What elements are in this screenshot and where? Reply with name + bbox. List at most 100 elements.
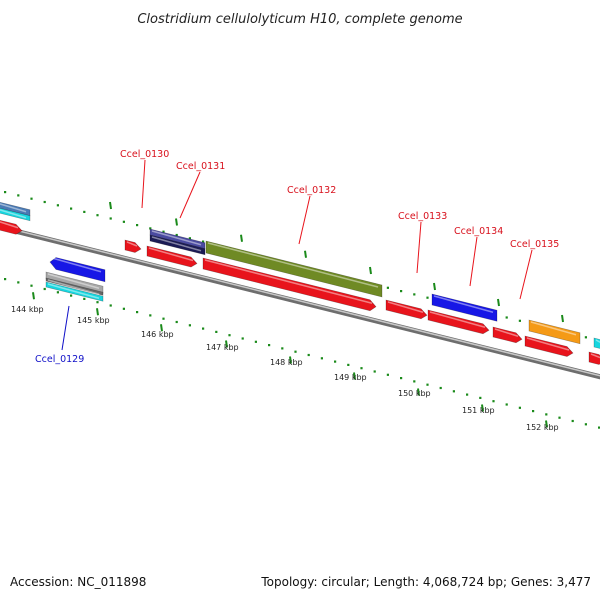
gene-arrow bbox=[492, 326, 523, 344]
inner-tick-dot bbox=[96, 301, 99, 304]
gene-bar-orange-body bbox=[528, 319, 581, 345]
outer-tick-dot bbox=[17, 194, 20, 197]
gene-arrow-body bbox=[588, 351, 600, 365]
gene-arrow-ccel-0135-shine bbox=[526, 337, 570, 351]
inner-tick-dot bbox=[439, 386, 442, 390]
gene-arrow-ccel-0134-body bbox=[427, 309, 490, 335]
gene-label-ccel-0135[interactable]: Ccel_0135 bbox=[510, 239, 559, 250]
inner-major-tick bbox=[481, 404, 484, 412]
tick-label-152: 152 kbp bbox=[526, 423, 559, 432]
gene-label-ccel-0129[interactable]: Ccel_0129 bbox=[35, 354, 84, 365]
tick-dots bbox=[4, 191, 600, 429]
inner-tick-dot bbox=[452, 390, 455, 393]
genome-backbone bbox=[0, 224, 600, 380]
outer-tick-dot bbox=[149, 227, 152, 230]
map-title: Clostridium cellulolyticum H10, complete… bbox=[137, 12, 462, 27]
outer-tick-dot bbox=[56, 204, 59, 207]
tick-label-146: 146 kbp bbox=[141, 330, 174, 339]
tick-label-147: 147 kbp bbox=[206, 343, 239, 352]
inner-major-tick bbox=[289, 356, 292, 364]
outer-tick-dot bbox=[162, 230, 165, 233]
outer-major-tick bbox=[240, 234, 243, 242]
tick-label-144: 144 kbp bbox=[11, 305, 44, 314]
gene-arrow-body bbox=[0, 219, 23, 235]
inner-tick-dot bbox=[294, 350, 297, 353]
genome-summary-text: Topology: circular; Length: 4,068,724 bp… bbox=[260, 575, 591, 589]
leader-line bbox=[179, 171, 201, 219]
tick-label-151: 151 kbp bbox=[462, 406, 495, 415]
inner-major-tick bbox=[545, 420, 548, 428]
outer-tick-dot bbox=[400, 290, 403, 293]
gene-label-ccel-0130[interactable]: Ccel_0130 bbox=[120, 149, 169, 160]
inner-tick-dot bbox=[162, 317, 165, 320]
outer-tick-dot bbox=[413, 293, 416, 296]
gene-bar-gray-dark-body bbox=[45, 277, 104, 296]
gene-label-ccel-0131[interactable]: Ccel_0131 bbox=[176, 161, 225, 172]
outer-tick-dot bbox=[96, 214, 99, 217]
inner-tick-dot bbox=[347, 363, 350, 366]
gene-arrow-ccel-0129-body bbox=[49, 257, 106, 283]
inner-tick-dot bbox=[43, 287, 46, 291]
gene-arrow-body bbox=[124, 239, 142, 253]
gene-arrow-ccel-0129 bbox=[49, 257, 106, 283]
outer-major-tick bbox=[369, 266, 372, 275]
outer-tick-dot bbox=[30, 197, 33, 200]
outer-tick-dot bbox=[202, 240, 205, 243]
inner-tick-dot bbox=[268, 344, 271, 347]
gene-arrow bbox=[124, 239, 142, 253]
gene-bar-blue-shine bbox=[433, 295, 494, 313]
inner-tick-dot bbox=[518, 406, 521, 409]
leader-line bbox=[61, 305, 70, 351]
gene-bar-olive bbox=[205, 240, 383, 298]
gene-arrow-ccel-0135-body bbox=[524, 335, 574, 357]
gene-bar-blue-body bbox=[431, 293, 498, 322]
gene-arrow-ccel-0129-shine bbox=[51, 257, 102, 273]
gene-bar-cyan-body bbox=[45, 281, 104, 302]
inner-major-tick bbox=[417, 388, 420, 396]
inner-tick-dot bbox=[584, 423, 587, 426]
label-leader-lines bbox=[61, 159, 533, 351]
inner-tick-dot bbox=[30, 284, 33, 287]
gene-bar-cyan-shine bbox=[0, 209, 27, 219]
inner-tick-dot bbox=[558, 416, 561, 419]
inner-tick-dot bbox=[202, 327, 205, 330]
gene-arrow-ccel-0131-body bbox=[146, 245, 198, 268]
leader-line bbox=[469, 236, 478, 287]
inner-tick-dot bbox=[136, 311, 139, 314]
inner-tick-dot bbox=[188, 324, 191, 327]
gene-bar-gray-dark bbox=[45, 277, 104, 296]
gene-arrow-ccel-0134 bbox=[427, 309, 490, 335]
inner-major-tick bbox=[96, 308, 99, 316]
inner-tick-dot bbox=[466, 393, 469, 396]
gene-bar-cyan bbox=[45, 281, 104, 302]
outer-tick-dot bbox=[109, 217, 112, 220]
outer-major-tick bbox=[175, 218, 178, 226]
inner-tick-dot bbox=[360, 367, 363, 370]
outer-tick-dot bbox=[122, 220, 125, 223]
tick-label-149: 149 kbp bbox=[334, 373, 367, 382]
outer-major-tick bbox=[433, 282, 436, 291]
gene-name-labels: Ccel_0130 Ccel_0131 Ccel_0132 Ccel_0133 … bbox=[35, 149, 559, 365]
gene-label-ccel-0134[interactable]: Ccel_0134 bbox=[454, 226, 503, 237]
inner-tick-dot bbox=[109, 304, 112, 307]
outer-tick-dot bbox=[584, 336, 587, 339]
inner-tick-dot bbox=[215, 330, 218, 333]
inner-tick-dot bbox=[492, 400, 495, 403]
inner-tick-dot bbox=[571, 419, 574, 423]
gene-bar-navy-top-shine bbox=[151, 230, 202, 246]
gene-bar-cyan-body bbox=[0, 207, 31, 222]
inner-tick-dot bbox=[320, 357, 323, 360]
gene-label-ccel-0132[interactable]: Ccel_0132 bbox=[287, 185, 336, 196]
outer-tick-dot bbox=[43, 200, 46, 204]
inner-tick-dot bbox=[373, 370, 376, 373]
gene-label-ccel-0133[interactable]: Ccel_0133 bbox=[398, 211, 447, 222]
gene-arrow-shine bbox=[126, 241, 138, 247]
inner-tick-dot bbox=[241, 337, 244, 340]
leader-line bbox=[141, 159, 146, 209]
inner-tick-dot bbox=[254, 340, 257, 343]
outer-major-tick bbox=[497, 298, 500, 307]
gene-bar-steel-shine bbox=[0, 203, 27, 213]
inner-tick-dot bbox=[479, 396, 482, 399]
inner-major-tick bbox=[32, 292, 35, 300]
